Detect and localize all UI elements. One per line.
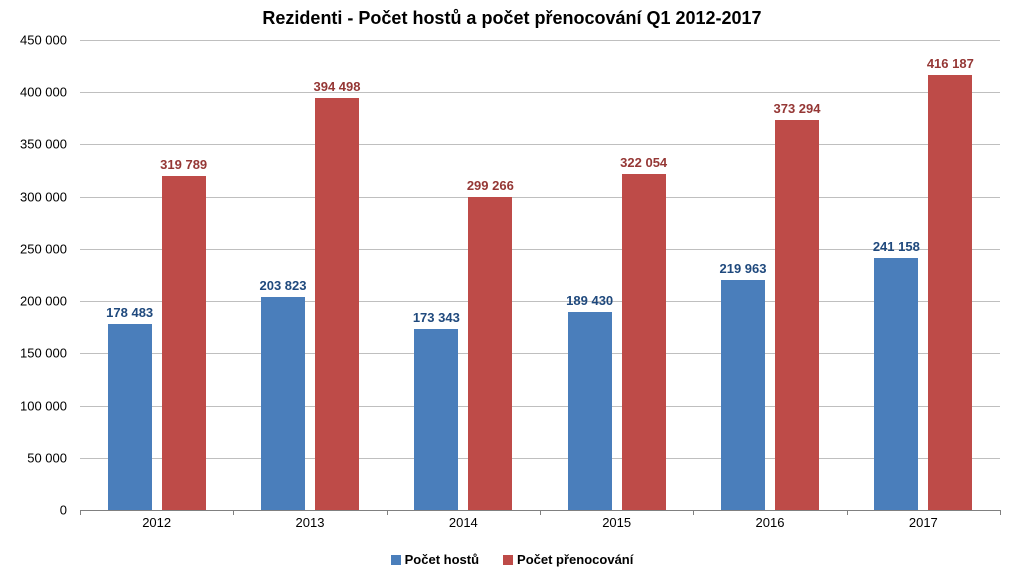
x-tick-mark bbox=[540, 510, 541, 515]
bar bbox=[568, 312, 612, 510]
bar-value-label: 203 823 bbox=[260, 278, 307, 293]
bar-value-label: 173 343 bbox=[413, 310, 460, 325]
x-tick-label: 2014 bbox=[449, 515, 478, 530]
bar bbox=[414, 329, 458, 510]
y-tick-label: 0 bbox=[0, 503, 67, 518]
y-tick-label: 450 000 bbox=[0, 33, 67, 48]
gridline bbox=[80, 144, 1000, 145]
bar bbox=[874, 258, 918, 510]
y-tick-label: 350 000 bbox=[0, 137, 67, 152]
bar bbox=[622, 174, 666, 510]
gridline bbox=[80, 197, 1000, 198]
bar-value-label: 219 963 bbox=[720, 261, 767, 276]
plot-area: 178 483 319 789 203 823 394 498 173 343 299 2… bbox=[80, 40, 1000, 510]
y-tick-label: 50 000 bbox=[0, 450, 67, 465]
bar bbox=[261, 297, 305, 510]
bar-value-label: 189 430 bbox=[566, 293, 613, 308]
bar-value-label: 178 483 bbox=[106, 305, 153, 320]
bar bbox=[162, 176, 206, 510]
gridline bbox=[80, 406, 1000, 407]
x-tick-label: 2016 bbox=[756, 515, 785, 530]
x-tick-mark bbox=[693, 510, 694, 515]
bar bbox=[928, 75, 972, 510]
bar-value-label: 322 054 bbox=[620, 155, 667, 170]
legend: Počet hostů Počet přenocování bbox=[0, 551, 1024, 567]
legend-label: Počet přenocování bbox=[517, 552, 633, 567]
bar-value-label: 373 294 bbox=[774, 101, 821, 116]
x-tick-mark bbox=[80, 510, 81, 515]
y-tick-label: 100 000 bbox=[0, 398, 67, 413]
x-tick-mark bbox=[233, 510, 234, 515]
legend-item: Počet přenocování bbox=[503, 551, 633, 567]
bar bbox=[315, 98, 359, 510]
x-tick-label: 2015 bbox=[602, 515, 631, 530]
gridline bbox=[80, 92, 1000, 93]
y-tick-label: 400 000 bbox=[0, 85, 67, 100]
x-tick-label: 2013 bbox=[296, 515, 325, 530]
bar bbox=[468, 197, 512, 510]
gridline bbox=[80, 40, 1000, 41]
bar-value-label: 416 187 bbox=[927, 56, 974, 71]
y-tick-label: 250 000 bbox=[0, 241, 67, 256]
gridline bbox=[80, 301, 1000, 302]
legend-swatch bbox=[503, 555, 513, 565]
legend-item: Počet hostů bbox=[391, 551, 479, 567]
y-tick-label: 150 000 bbox=[0, 346, 67, 361]
x-tick-mark bbox=[387, 510, 388, 515]
bar bbox=[108, 324, 152, 510]
gridline bbox=[80, 353, 1000, 354]
bar-value-label: 394 498 bbox=[314, 79, 361, 94]
chart-title: Rezidenti - Počet hostů a počet přenocov… bbox=[0, 8, 1024, 29]
bar-value-label: 319 789 bbox=[160, 157, 207, 172]
y-tick-label: 200 000 bbox=[0, 294, 67, 309]
gridline bbox=[80, 249, 1000, 250]
bar-value-label: 241 158 bbox=[873, 239, 920, 254]
y-axis: 050 000100 000150 000200 000250 000300 0… bbox=[0, 40, 75, 510]
bar bbox=[721, 280, 765, 510]
chart-container: Rezidenti - Počet hostů a počet přenocov… bbox=[0, 0, 1024, 575]
bar bbox=[775, 120, 819, 510]
bar-value-label: 299 266 bbox=[467, 178, 514, 193]
legend-label: Počet hostů bbox=[405, 552, 479, 567]
y-tick-label: 300 000 bbox=[0, 189, 67, 204]
x-tick-label: 2017 bbox=[909, 515, 938, 530]
x-tick-label: 2012 bbox=[142, 515, 171, 530]
x-tick-mark bbox=[847, 510, 848, 515]
legend-swatch bbox=[391, 555, 401, 565]
gridline bbox=[80, 458, 1000, 459]
x-tick-mark bbox=[1000, 510, 1001, 515]
